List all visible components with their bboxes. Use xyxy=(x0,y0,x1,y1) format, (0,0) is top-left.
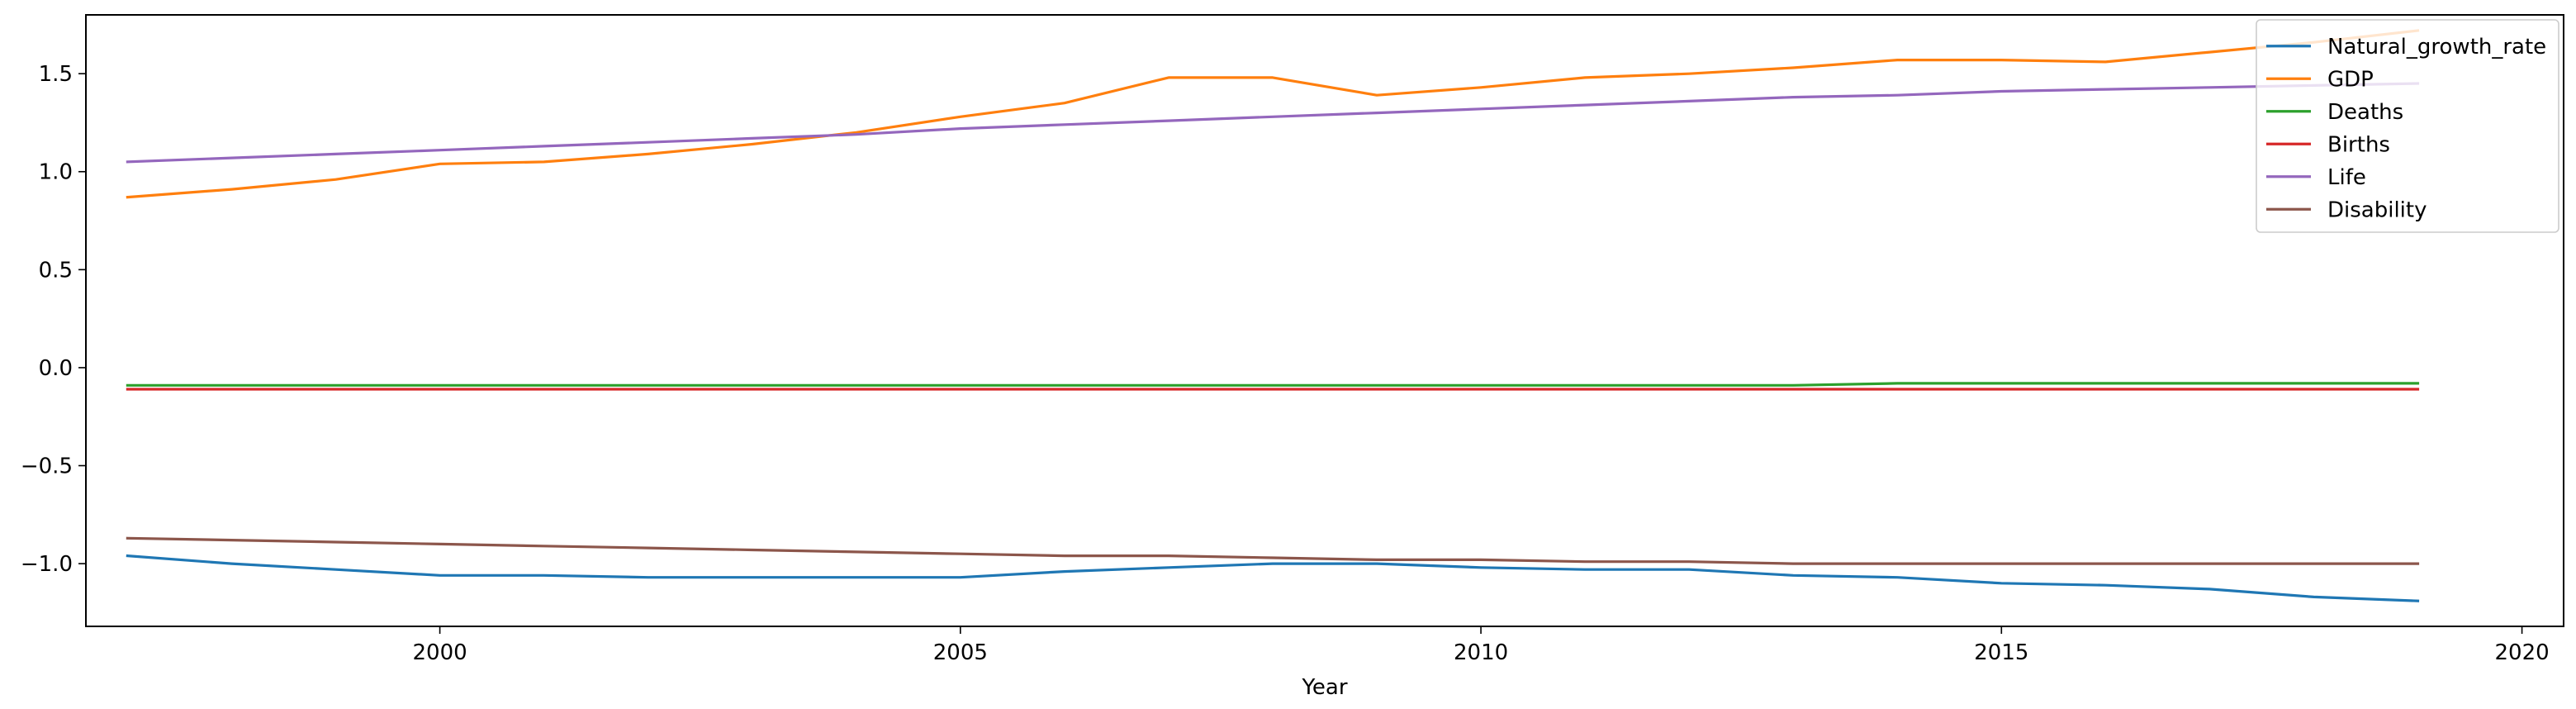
y-tick-label: 0.5 xyxy=(39,258,73,283)
series-line-life xyxy=(126,82,2420,164)
legend-label: Life xyxy=(2327,165,2366,190)
series-line-disability xyxy=(126,536,2420,565)
legend-box xyxy=(2256,19,2559,233)
legend-label: Deaths xyxy=(2327,100,2403,125)
legend-label: Natural_growth_rate xyxy=(2327,35,2546,59)
x-tick-label: 2000 xyxy=(412,640,467,665)
x-tick-label: 2020 xyxy=(2494,640,2549,665)
y-axis: −1.0 −0.5 0.0 0.5 1.0 1.5 xyxy=(21,62,86,577)
series-line-deaths xyxy=(126,382,2420,387)
x-axis: 2000 2005 2010 2015 2020 xyxy=(412,626,2550,665)
x-axis-title: Year xyxy=(1301,675,1347,700)
x-tick-label: 2010 xyxy=(1454,640,1508,665)
legend-label: GDP xyxy=(2327,67,2374,92)
series-line-gdp xyxy=(126,29,2420,199)
series-layer xyxy=(126,29,2420,602)
y-tick-label: 1.0 xyxy=(39,160,73,185)
x-tick-label: 2015 xyxy=(1974,640,2028,665)
y-tick-label: −0.5 xyxy=(21,454,73,479)
plot-area-frame xyxy=(85,14,2564,627)
y-tick-label: 0.0 xyxy=(39,356,73,381)
series-line-natural-growth-rate xyxy=(126,554,2420,602)
legend-label: Births xyxy=(2327,132,2390,157)
legend-label: Disability xyxy=(2327,197,2427,222)
y-tick-label: −1.0 xyxy=(21,552,73,577)
legend: Natural_growth_rate GDP Deaths Births Life Di… xyxy=(2256,19,2559,233)
x-tick-label: 2005 xyxy=(933,640,988,665)
y-tick-label: 1.5 xyxy=(39,62,73,87)
